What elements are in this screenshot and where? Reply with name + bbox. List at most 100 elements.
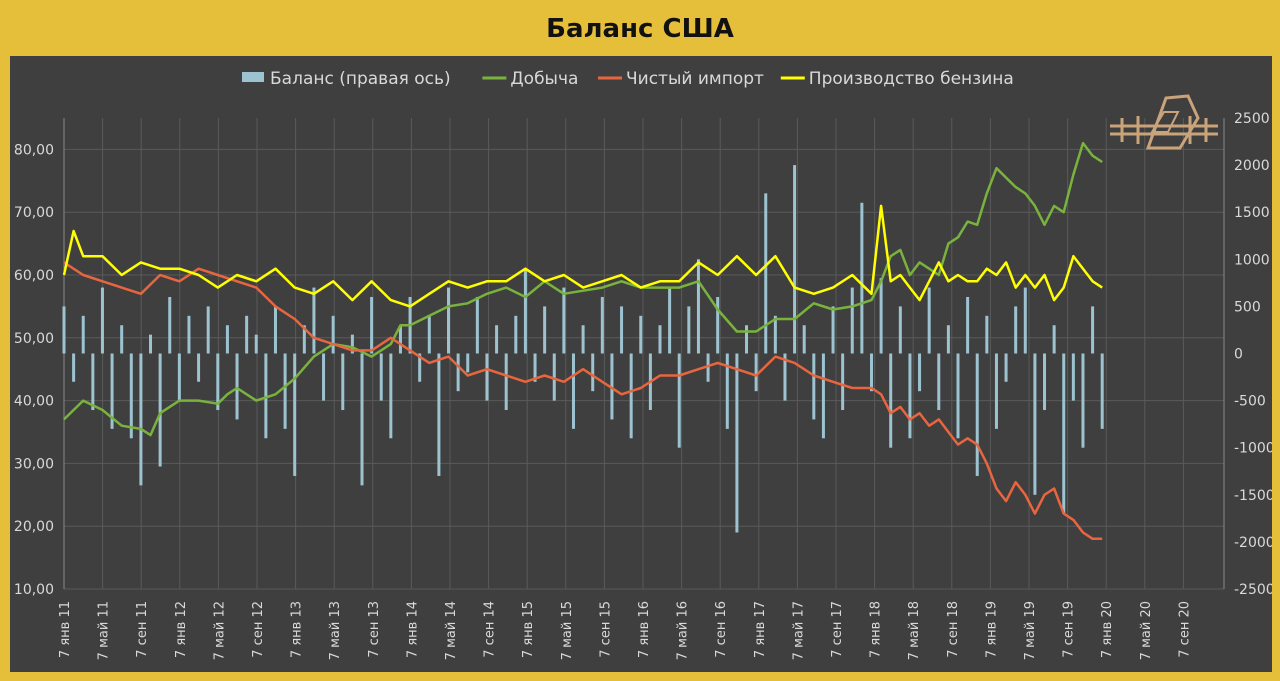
left-axis-tick-label: 70,00 — [14, 205, 54, 221]
balance-bar — [273, 306, 277, 354]
x-axis-tick-label: 7 янв 17 — [753, 601, 768, 658]
balance-bar — [533, 353, 537, 382]
balance-bar — [158, 353, 162, 467]
balance-bar — [235, 353, 239, 420]
balance-bar — [475, 296, 479, 354]
balance-bar — [1052, 325, 1056, 354]
balance-bar — [869, 353, 873, 392]
balance-bar — [735, 353, 739, 533]
x-axis-tick-label: 7 сен 20 — [1177, 601, 1192, 658]
balance-bar — [389, 353, 393, 439]
x-axis-tick-label: 7 янв 20 — [1100, 601, 1115, 658]
right-axis-tick-label: -1000 — [1234, 441, 1272, 457]
balance-bar — [783, 353, 787, 401]
x-axis-tick-label: 7 сен 13 — [367, 601, 382, 658]
balance-bar — [139, 353, 143, 486]
balance-bar — [110, 353, 114, 429]
right-axis-tick-label: 500 — [1234, 299, 1261, 315]
x-axis-tick-label: 7 май 14 — [444, 601, 459, 660]
balance-bar — [129, 353, 133, 439]
x-axis-tick-label: 7 янв 18 — [869, 601, 884, 658]
balance-bar — [254, 334, 258, 354]
balance-bar — [668, 287, 672, 354]
brand-logo — [1108, 88, 1220, 166]
balance-bar — [379, 353, 383, 401]
balance-bar — [706, 353, 710, 382]
legend-swatch — [242, 72, 264, 82]
balance-bar — [918, 353, 922, 392]
balance-bar — [350, 334, 354, 354]
right-axis-tick-label: 2500 — [1234, 111, 1270, 127]
balance-bar — [581, 325, 585, 354]
balance-bar — [293, 353, 297, 476]
balance-bar — [1033, 353, 1037, 495]
x-axis-tick-label: 7 сен 14 — [483, 601, 498, 658]
balance-bar — [696, 259, 700, 354]
x-axis-tick-label: 7 май 12 — [212, 601, 227, 660]
balance-bar — [956, 353, 960, 439]
right-axis-tick-label: -2000 — [1234, 535, 1272, 551]
x-axis-tick-label: 7 май 18 — [907, 601, 922, 660]
balance-bar — [331, 315, 335, 354]
x-axis-tick-label: 7 янв 14 — [405, 601, 420, 658]
balance-bar — [841, 353, 845, 411]
x-axis-tick-label: 7 май 16 — [676, 601, 691, 660]
x-axis-tick-label: 7 янв 12 — [174, 601, 189, 658]
balance-bar — [523, 268, 527, 354]
balance-bar — [831, 306, 835, 354]
balance-bar — [543, 306, 547, 354]
x-axis-tick-label: 7 янв 15 — [521, 601, 536, 658]
balance-bar — [850, 287, 854, 354]
balance-bar — [946, 325, 950, 354]
balance-bar — [620, 306, 624, 354]
balance-bar — [745, 325, 749, 354]
balance-bar — [658, 325, 662, 354]
balance-bar — [1004, 353, 1008, 382]
balance-bar — [764, 193, 768, 354]
balance-bar — [1091, 306, 1095, 354]
balance-bar — [639, 315, 643, 354]
balance-bar — [447, 287, 451, 354]
balance-bar — [1023, 287, 1027, 354]
balance-bar — [370, 296, 374, 354]
x-axis-tick-label: 7 май 15 — [560, 601, 575, 660]
balance-bar — [985, 315, 989, 354]
x-axis-tick-label: 7 сен 11 — [135, 601, 150, 658]
x-axis-tick-label: 7 май 20 — [1139, 601, 1154, 660]
balance-bar — [485, 353, 489, 401]
balance-bar — [898, 306, 902, 354]
x-axis-tick-label: 7 янв 19 — [984, 601, 999, 658]
balance-bar — [216, 353, 220, 411]
balance-bar — [264, 353, 268, 439]
x-axis-tick-label: 7 сен 12 — [251, 601, 266, 658]
left-axis-tick-label: 80,00 — [14, 142, 54, 158]
x-axis-tick-label: 7 сен 15 — [598, 601, 613, 658]
right-axis-tick-label: -2500 — [1234, 582, 1272, 598]
balance-bar — [1071, 353, 1075, 401]
balance-bar — [341, 353, 345, 411]
balance-bar — [802, 325, 806, 354]
chart-svg: 10,00 20,00 30,00 40,00 50,00 60,00 70,00 80,00… — [14, 69, 1275, 660]
balance-bar — [322, 353, 326, 401]
balance-bar — [1014, 306, 1018, 354]
x-axis-tick-label: 7 сен 16 — [714, 601, 729, 658]
balance-bar — [571, 353, 575, 429]
balance-bar — [1043, 353, 1047, 411]
balance-bar — [687, 306, 691, 354]
balance-bar — [120, 325, 124, 354]
x-axis-tick-label: 7 янв 11 — [58, 601, 73, 658]
x-axis-tick-label: 7 май 19 — [1023, 601, 1038, 660]
right-axis-tick-label: 2000 — [1234, 158, 1270, 174]
series-line-Чистый импорт — [63, 261, 1103, 541]
balance-bar — [187, 315, 191, 354]
balance-bar — [504, 353, 508, 411]
balance-bar — [312, 287, 316, 354]
left-axis-tick-label: 60,00 — [14, 268, 54, 284]
balance-bar — [937, 353, 941, 411]
balance-bar — [812, 353, 816, 420]
balance-bar — [552, 353, 556, 401]
balance-bar — [994, 353, 998, 429]
legend-label: Чистый импорт — [626, 69, 764, 89]
x-axis-tick-label: 7 май 17 — [791, 601, 806, 660]
balance-bar — [245, 315, 249, 354]
